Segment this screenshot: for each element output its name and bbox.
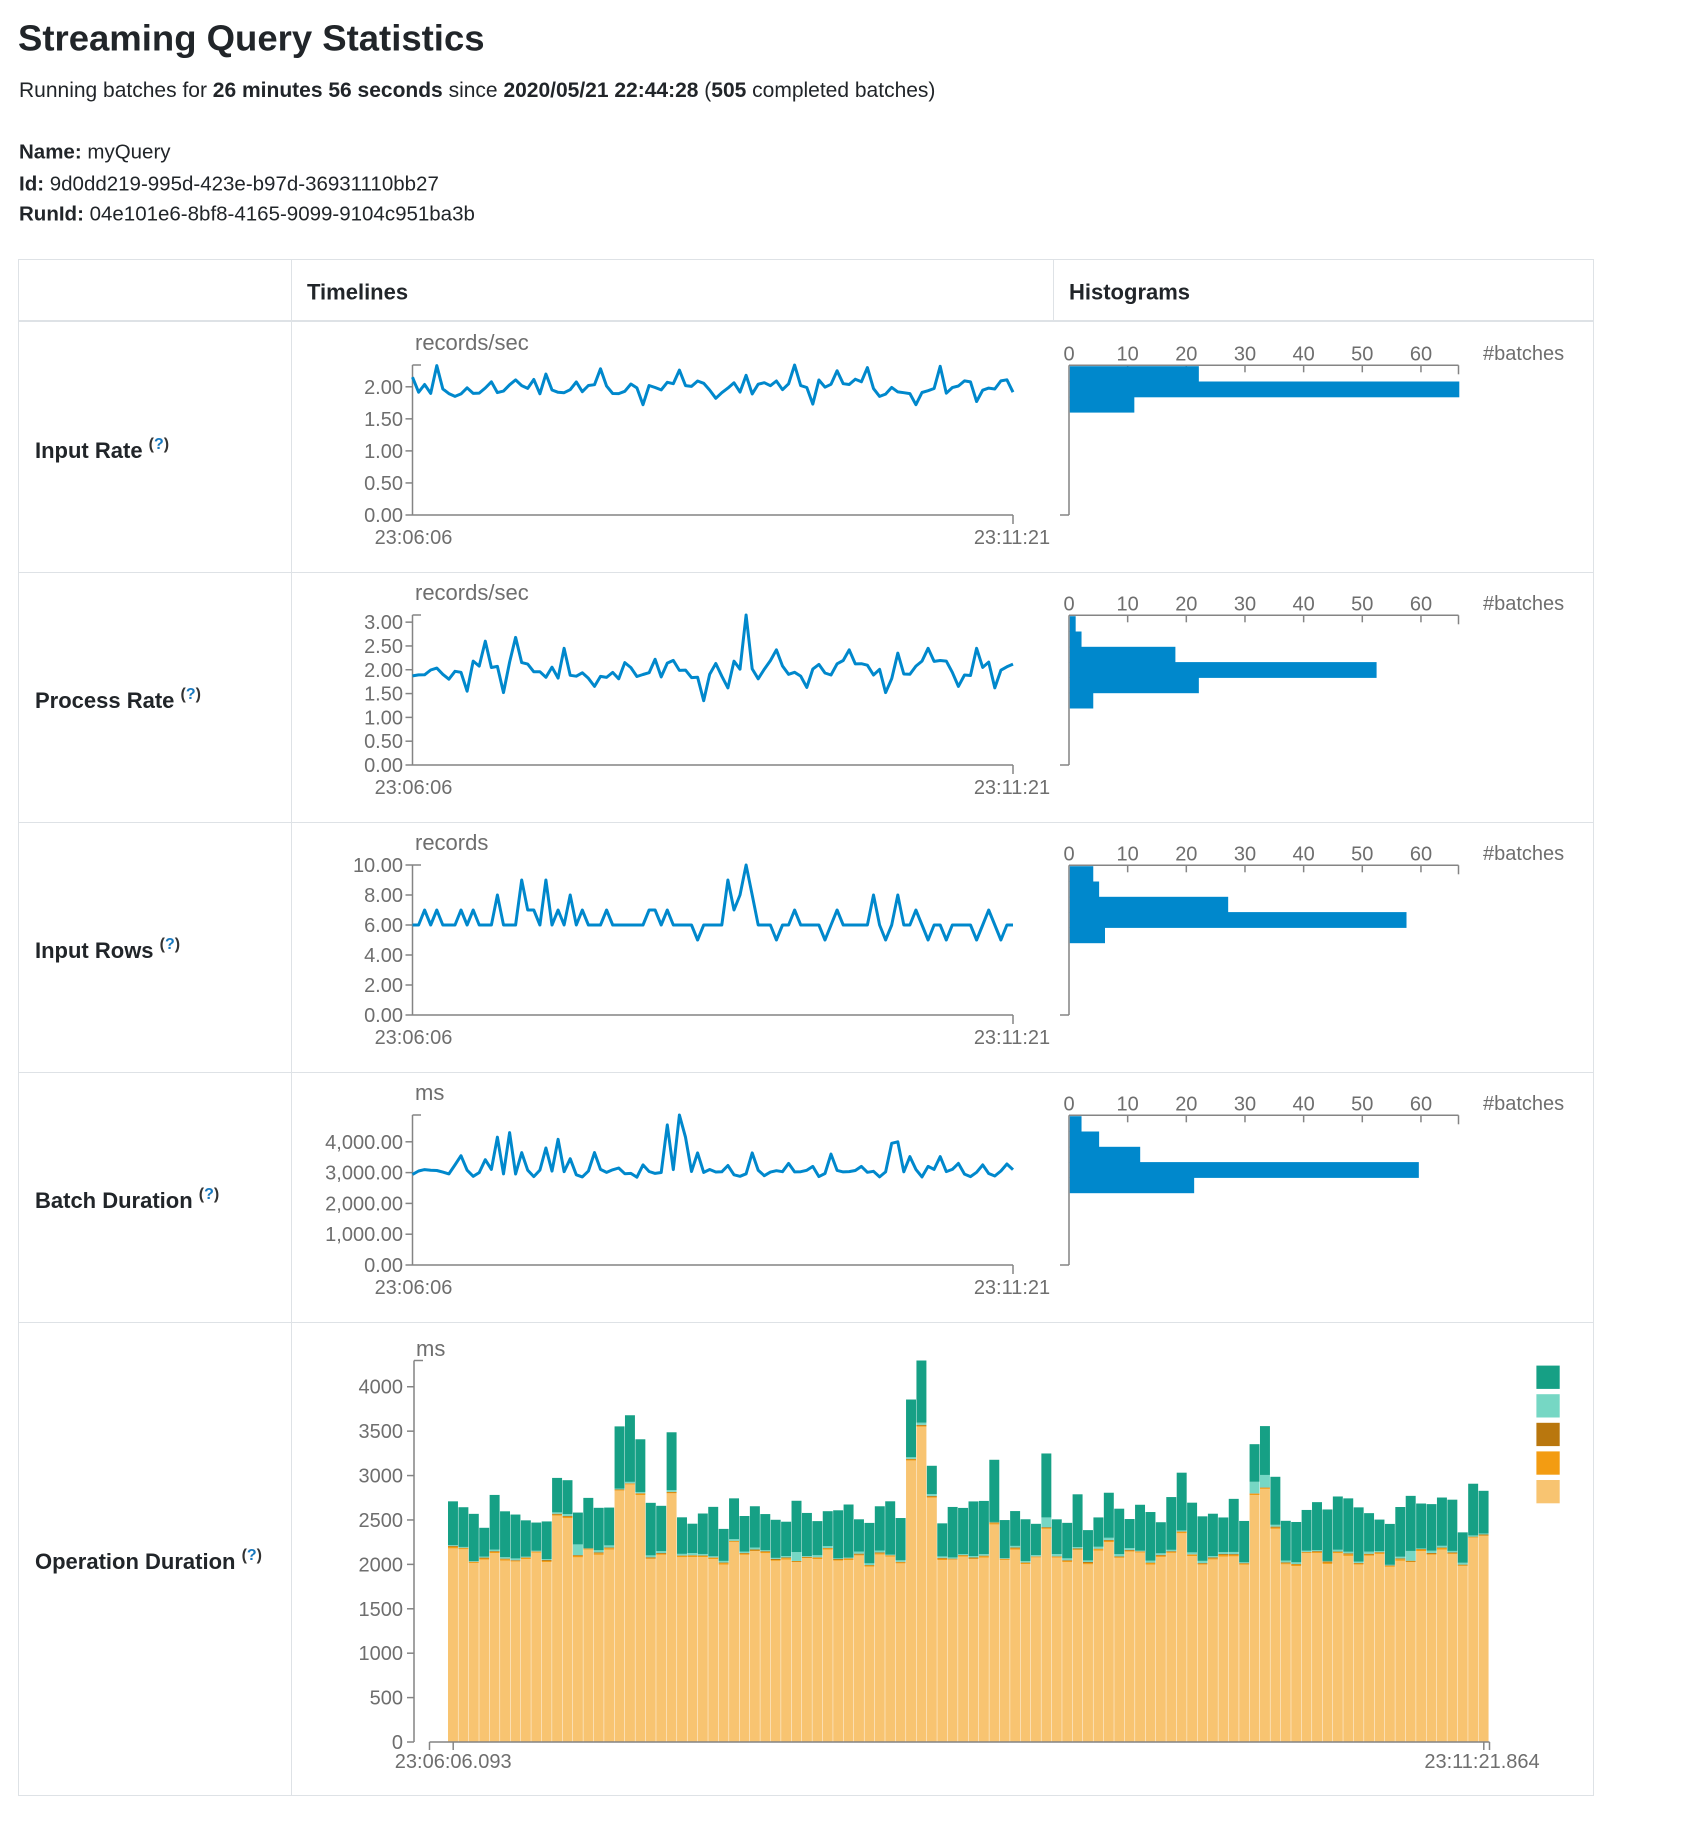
- svg-text:4000: 4000: [359, 1377, 404, 1399]
- svg-text:40: 40: [1293, 844, 1315, 866]
- svg-text:10: 10: [1117, 344, 1139, 366]
- svg-text:ms: ms: [416, 1336, 445, 1361]
- svg-text:50: 50: [1351, 1094, 1373, 1116]
- svg-text:1500: 1500: [359, 1599, 404, 1621]
- svg-text:Process Rate (?): Process Rate (?): [35, 686, 201, 713]
- svg-text:500: 500: [370, 1688, 403, 1710]
- svg-text:1.00: 1.00: [364, 707, 403, 729]
- svg-text:20: 20: [1175, 594, 1197, 616]
- svg-text:23:06:06: 23:06:06: [375, 1027, 453, 1049]
- svg-text:23:11:21: 23:11:21: [974, 1277, 1050, 1299]
- svg-text:23:11:21: 23:11:21: [974, 527, 1050, 549]
- svg-text:3500: 3500: [359, 1421, 404, 1443]
- svg-text:RunId: 04e101e6-8bf8-4165-9099: RunId: 04e101e6-8bf8-4165-9099-9104c951b…: [19, 203, 475, 226]
- svg-text:Input Rows (?): Input Rows (?): [35, 936, 180, 963]
- svg-text:3,000.00: 3,000.00: [325, 1163, 403, 1185]
- svg-text:40: 40: [1293, 1094, 1315, 1116]
- svg-text:4,000.00: 4,000.00: [325, 1132, 403, 1154]
- svg-text:10.00: 10.00: [353, 855, 403, 877]
- svg-text:2.00: 2.00: [364, 377, 403, 399]
- svg-text:ms: ms: [415, 1080, 444, 1105]
- svg-text:10: 10: [1117, 844, 1139, 866]
- svg-text:20: 20: [1175, 344, 1197, 366]
- svg-text:23:11:21: 23:11:21: [974, 777, 1050, 799]
- svg-text:0.00: 0.00: [364, 755, 403, 777]
- svg-text:records/sec: records/sec: [415, 330, 529, 355]
- svg-text:0.50: 0.50: [364, 473, 403, 495]
- svg-text:4.00: 4.00: [364, 945, 403, 967]
- svg-text:8.00: 8.00: [364, 885, 403, 907]
- svg-text:Histograms: Histograms: [1069, 280, 1190, 305]
- svg-text:Name: myQuery: Name: myQuery: [19, 141, 171, 164]
- svg-text:30: 30: [1234, 1094, 1256, 1116]
- svg-text:10: 10: [1117, 594, 1139, 616]
- svg-text:0.00: 0.00: [364, 505, 403, 527]
- svg-text:2500: 2500: [359, 1510, 404, 1532]
- svg-text:23:06:06.093: 23:06:06.093: [395, 1751, 512, 1773]
- svg-text:20: 20: [1175, 844, 1197, 866]
- svg-text:2,000.00: 2,000.00: [325, 1193, 403, 1215]
- svg-text:30: 30: [1234, 344, 1256, 366]
- svg-text:#batches: #batches: [1483, 1093, 1564, 1115]
- svg-text:#batches: #batches: [1483, 343, 1564, 365]
- svg-text:50: 50: [1351, 844, 1373, 866]
- svg-text:30: 30: [1234, 844, 1256, 866]
- svg-text:records: records: [415, 830, 488, 855]
- svg-text:60: 60: [1410, 844, 1432, 866]
- svg-text:50: 50: [1351, 344, 1373, 366]
- svg-text:#batches: #batches: [1483, 843, 1564, 865]
- svg-text:23:11:21.864: 23:11:21.864: [1424, 1751, 1539, 1773]
- svg-text:#batches: #batches: [1483, 593, 1564, 615]
- svg-text:40: 40: [1293, 344, 1315, 366]
- svg-text:23:06:06: 23:06:06: [375, 527, 453, 549]
- svg-text:1.50: 1.50: [364, 409, 403, 431]
- svg-text:1.00: 1.00: [364, 441, 403, 463]
- svg-text:Input Rate (?): Input Rate (?): [35, 436, 169, 463]
- svg-text:50: 50: [1351, 594, 1373, 616]
- svg-text:20: 20: [1175, 1094, 1197, 1116]
- svg-text:0.50: 0.50: [364, 731, 403, 753]
- svg-text:Id: 9d0dd219-995d-423e-b97d-36: Id: 9d0dd219-995d-423e-b97d-36931110bb27: [19, 173, 439, 196]
- svg-text:6.00: 6.00: [364, 915, 403, 937]
- svg-text:Batch Duration (?): Batch Duration (?): [35, 1186, 219, 1213]
- svg-text:0: 0: [1063, 344, 1074, 366]
- svg-text:2000: 2000: [359, 1554, 404, 1576]
- svg-text:1.50: 1.50: [364, 684, 403, 706]
- svg-text:0.00: 0.00: [364, 1255, 403, 1277]
- svg-text:2.00: 2.00: [364, 975, 403, 997]
- svg-text:23:11:21: 23:11:21: [974, 1027, 1050, 1049]
- svg-text:1000: 1000: [359, 1643, 404, 1665]
- svg-text:23:06:06: 23:06:06: [375, 777, 453, 799]
- svg-text:3000: 3000: [359, 1466, 404, 1488]
- svg-text:Streaming Query Statistics: Streaming Query Statistics: [18, 18, 485, 59]
- svg-text:60: 60: [1410, 594, 1432, 616]
- svg-text:1,000.00: 1,000.00: [325, 1224, 403, 1246]
- svg-text:23:06:06: 23:06:06: [375, 1277, 453, 1299]
- svg-text:60: 60: [1410, 1094, 1432, 1116]
- svg-text:Running batches for 26 minutes: Running batches for 26 minutes 56 second…: [19, 79, 935, 102]
- svg-text:0.00: 0.00: [364, 1005, 403, 1027]
- svg-text:2.00: 2.00: [364, 660, 403, 682]
- svg-text:10: 10: [1117, 1094, 1139, 1116]
- svg-text:30: 30: [1234, 594, 1256, 616]
- svg-text:0: 0: [1063, 1094, 1074, 1116]
- svg-text:0: 0: [1063, 594, 1074, 616]
- svg-text:Operation Duration (?): Operation Duration (?): [35, 1547, 262, 1574]
- svg-text:60: 60: [1410, 344, 1432, 366]
- svg-text:records/sec: records/sec: [415, 580, 529, 605]
- svg-text:0: 0: [1063, 844, 1074, 866]
- svg-text:40: 40: [1293, 594, 1315, 616]
- svg-text:3.00: 3.00: [364, 612, 403, 634]
- svg-text:2.50: 2.50: [364, 636, 403, 658]
- svg-text:Timelines: Timelines: [307, 280, 408, 305]
